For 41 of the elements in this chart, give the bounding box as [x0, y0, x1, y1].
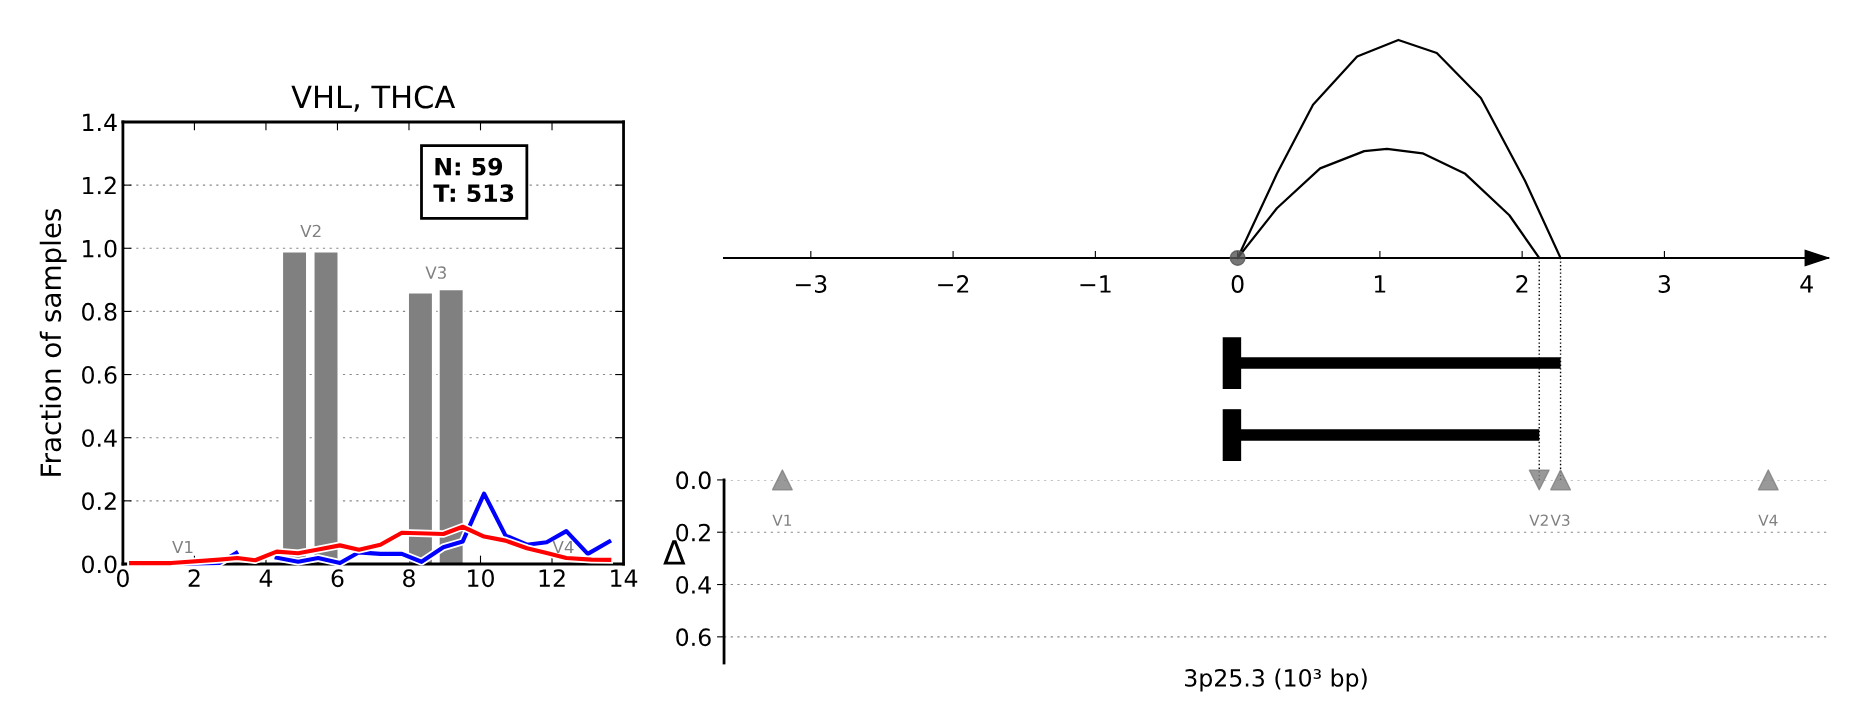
y-tick-label: 0.4	[676, 575, 711, 594]
annotation: V1	[172, 540, 193, 554]
y-tick-label: 0.8	[82, 302, 117, 321]
chart-title: VHL, THCA	[291, 85, 456, 112]
y-tick-label: 1.2	[83, 176, 116, 195]
x-tick-label: −2	[938, 275, 969, 293]
x-tick-label: 14	[611, 569, 638, 587]
x-tick-label: −1	[1080, 275, 1111, 293]
y-tick-label: 0.0	[676, 471, 711, 490]
y-tick-label: 0.4	[82, 429, 117, 448]
annotation: V2	[1529, 514, 1548, 526]
x-tick-label: 10	[468, 569, 494, 588]
annotation: V4	[552, 540, 574, 554]
x-tick-label: −3	[795, 275, 827, 293]
x-tick-label: 12	[539, 569, 565, 587]
x-tick-label: 2	[188, 569, 200, 587]
annotation: V4	[1758, 514, 1778, 526]
y-tick-label: 0.6	[676, 628, 711, 647]
annotation: N: 59 T: 513	[433, 157, 514, 203]
x-tick-label: 1	[1374, 275, 1386, 293]
x-tick-label: 0	[116, 569, 129, 588]
x-tick-label: 8	[403, 569, 415, 588]
x-tick-label: 4	[259, 569, 273, 587]
x-tick-label: 6	[331, 569, 344, 588]
x-tick-label: 4	[1800, 275, 1813, 293]
y-tick-label: 0.2	[676, 523, 710, 542]
y-axis-title: Δ	[663, 540, 686, 565]
x-tick-label: 3	[1658, 275, 1671, 293]
y-tick-label: 0.2	[82, 492, 116, 511]
y-tick-label: 0.0	[82, 555, 117, 574]
x-tick-label: 2	[1516, 275, 1528, 293]
y-axis-title: Fraction of samples	[39, 208, 67, 476]
x-tick-label: 0	[1231, 275, 1244, 293]
y-tick-label: 1.0	[83, 239, 117, 258]
y-tick-label: 1.4	[83, 113, 117, 131]
x-axis-title: 3p25.3 (10³ bp)	[1185, 668, 1367, 692]
y-tick-label: 0.6	[82, 366, 117, 384]
annotation: V3	[1550, 514, 1570, 527]
annotation: V2	[300, 224, 321, 238]
annotation: V3	[425, 266, 446, 279]
annotation: V1	[772, 514, 792, 526]
